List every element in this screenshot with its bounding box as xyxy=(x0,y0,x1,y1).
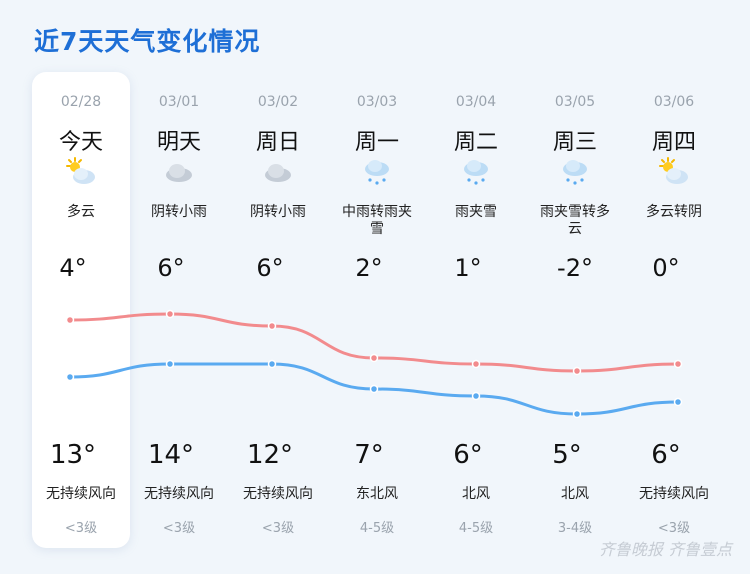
day-column: 03/01 明天阴转小雨 6° 14° 无持续风向 <3级 xyxy=(130,72,228,548)
wind-level: 4-5级 xyxy=(458,521,494,536)
wind-level: <3级 xyxy=(657,521,691,536)
weather-condition: 雨夹雪 xyxy=(455,204,497,220)
cloud-icon xyxy=(162,156,196,188)
day-column: 03/04 周二雨夹雪 1° 6° 北风 4-5级 xyxy=(427,72,525,548)
day-label: 周四 xyxy=(651,130,696,155)
weather-condition: 雨夹雪转多云 xyxy=(540,204,610,237)
weather-condition: 中雨转雨夹雪 xyxy=(342,204,412,237)
weather-condition: 多云转阴 xyxy=(646,204,702,220)
day-date: 03/02 xyxy=(257,94,299,110)
day-label: 周日 xyxy=(255,130,300,155)
day-label: 周二 xyxy=(453,130,498,155)
wind-direction: 无持续风向 xyxy=(144,486,214,502)
low-temperature: 6° xyxy=(453,440,483,470)
day-column: 02/28 今天多云 4° 13° 无持续风向 <3级 xyxy=(32,72,130,548)
day-column: 03/05 周三雨夹雪转多云 -2° 5° 北风 3-4级 xyxy=(526,72,624,548)
day-date: 03/03 xyxy=(356,94,398,110)
weather-condition: 阴转小雨 xyxy=(250,204,306,220)
high-temperature: 2° xyxy=(355,254,383,282)
day-date: 03/04 xyxy=(455,94,497,110)
low-temperature: 6° xyxy=(651,440,681,470)
wind-level: <3级 xyxy=(162,521,196,536)
wind-direction: 北风 xyxy=(462,486,490,502)
day-column: 03/03 周一中雨转雨夹雪 2° 7° 东北风 4-5级 xyxy=(328,72,426,548)
low-temperature: 5° xyxy=(552,440,582,470)
sleet-icon xyxy=(360,156,394,188)
high-temperature: 1° xyxy=(454,254,482,282)
day-date: 03/01 xyxy=(158,94,200,110)
weather-condition: 多云 xyxy=(67,204,95,220)
partly-cloudy-sun-icon xyxy=(657,156,691,188)
high-temperature: 6° xyxy=(256,254,284,282)
wind-direction: 无持续风向 xyxy=(243,486,313,502)
day-label: 今天 xyxy=(58,130,103,155)
day-date: 03/05 xyxy=(554,94,596,110)
sleet-icon xyxy=(558,156,592,188)
page-title: 近7天天气变化情况 xyxy=(34,27,261,56)
wind-level: <3级 xyxy=(64,521,98,536)
wind-direction: 北风 xyxy=(561,486,589,502)
wind-direction: 无持续风向 xyxy=(46,486,116,502)
wind-level: 3-4级 xyxy=(557,521,593,536)
high-temperature: 6° xyxy=(157,254,185,282)
high-temperature: -2° xyxy=(557,254,593,282)
partly-cloudy-sun-icon xyxy=(64,156,98,188)
wind-direction: 无持续风向 xyxy=(639,486,709,502)
today-card xyxy=(32,72,130,548)
low-temperature: 13° xyxy=(49,440,97,470)
low-temperature: 7° xyxy=(354,440,384,470)
wind-level: 4-5级 xyxy=(359,521,395,536)
day-column: 03/02 周日阴转小雨 6° 12° 无持续风向 <3级 xyxy=(229,72,327,548)
day-date: 03/06 xyxy=(653,94,695,110)
wind-direction: 东北风 xyxy=(356,486,398,502)
high-temperature: 4° xyxy=(59,254,87,282)
watermark: 齐鲁晚报 齐鲁壹点 xyxy=(598,540,732,559)
high-temperature: 0° xyxy=(652,254,680,282)
day-label: 周一 xyxy=(354,130,399,155)
sleet-icon xyxy=(459,156,493,188)
weather-condition: 阴转小雨 xyxy=(151,204,207,220)
low-temperature: 14° xyxy=(147,440,195,470)
day-date: 02/28 xyxy=(60,94,102,110)
wind-level: <3级 xyxy=(261,521,295,536)
day-column: 03/06 周四多云转阴 0° 6° 无持续风向 <3级 xyxy=(625,72,723,548)
low-temperature: 12° xyxy=(246,440,294,470)
cloud-icon xyxy=(261,156,295,188)
day-label: 明天 xyxy=(156,130,201,155)
day-label: 周三 xyxy=(552,130,597,155)
